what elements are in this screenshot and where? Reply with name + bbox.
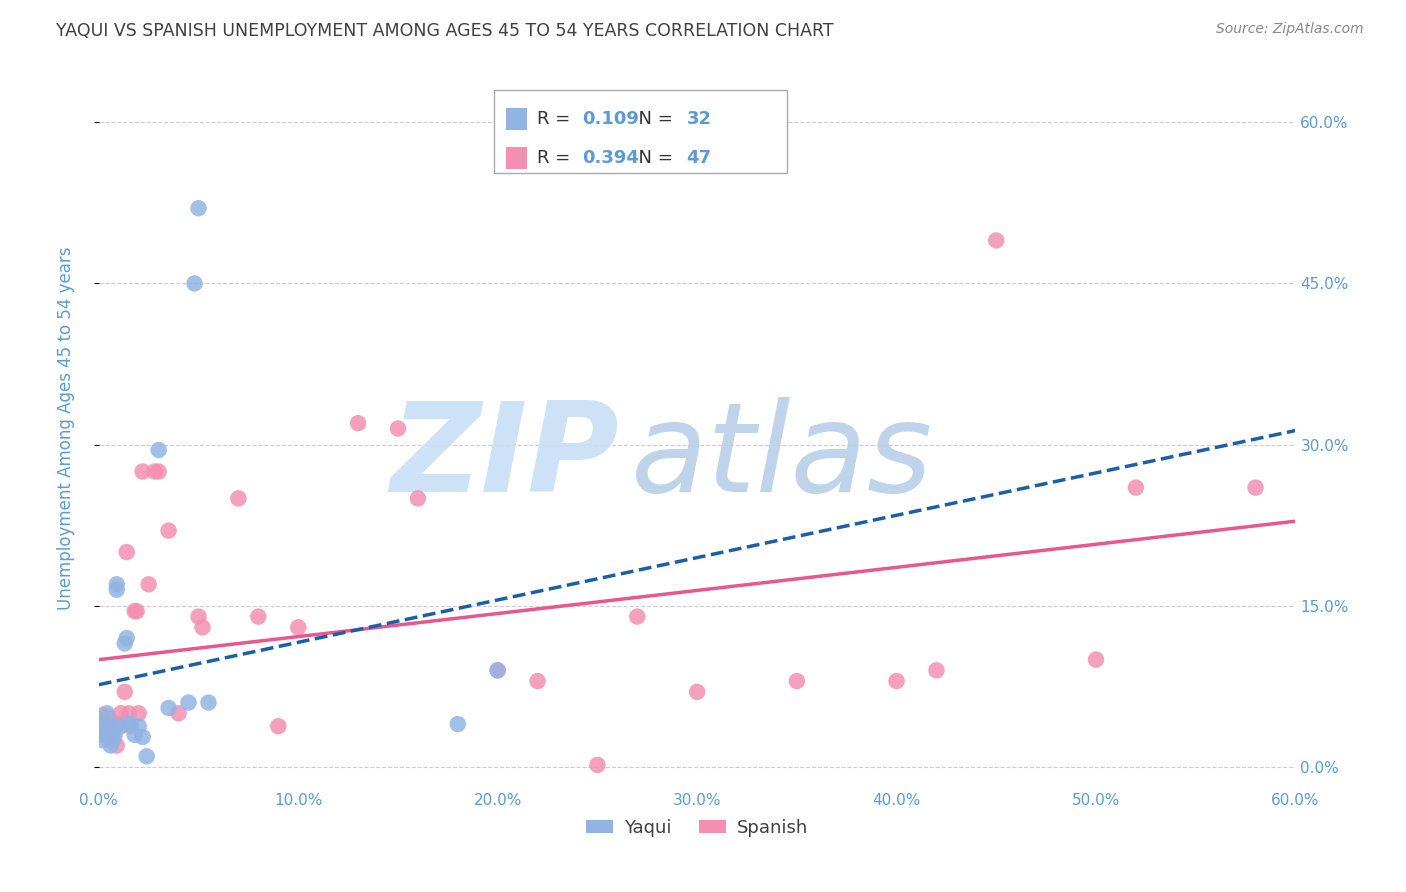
Text: 32: 32 (686, 110, 711, 128)
Text: N =: N = (627, 149, 678, 167)
Point (96, 717, 118, 731)
Text: R =: R = (537, 149, 576, 167)
Point (183, 277, 205, 291)
Point (125, 604, 148, 618)
Text: atlas: atlas (631, 397, 934, 518)
Point (986, 234, 1008, 248)
Point (1125, 481, 1147, 495)
Point (128, 719, 150, 733)
Point (107, 717, 129, 731)
Point (526, 674, 548, 689)
Point (486, 663, 509, 677)
Point (187, 609, 209, 624)
Point (100, 719, 122, 733)
Point (157, 701, 180, 715)
Point (131, 730, 153, 744)
Point (120, 717, 142, 731)
Point (91, 708, 114, 723)
Legend: Yaqui, Spanish: Yaqui, Spanish (579, 812, 815, 845)
Text: 0.394: 0.394 (582, 149, 640, 167)
Point (586, 757, 609, 772)
Point (90, 728, 112, 742)
Point (97, 710, 120, 724)
Y-axis label: Unemployment Among Ages 45 to 54 years: Unemployment Among Ages 45 to 54 years (58, 247, 75, 610)
Point (135, 749, 157, 764)
Point (148, 443, 170, 458)
FancyBboxPatch shape (506, 108, 527, 130)
Point (114, 636, 136, 650)
Point (100, 733, 122, 747)
Point (347, 416, 370, 430)
Point (115, 545, 138, 559)
Text: YAQUI VS SPANISH UNEMPLOYMENT AMONG AGES 45 TO 54 YEARS CORRELATION CHART: YAQUI VS SPANISH UNEMPLOYMENT AMONG AGES… (56, 22, 834, 40)
Text: 47: 47 (686, 149, 711, 167)
Point (91, 719, 114, 733)
FancyBboxPatch shape (494, 90, 787, 173)
Point (96, 706, 118, 721)
Point (157, 524, 180, 538)
Point (94, 717, 117, 731)
Point (447, 717, 470, 731)
Point (90, 717, 112, 731)
Point (105, 577, 128, 591)
Point (91, 733, 114, 747)
Point (105, 582, 128, 597)
Point (1244, 481, 1267, 495)
Text: N =: N = (627, 110, 678, 128)
Point (247, 609, 270, 624)
Point (110, 706, 132, 721)
Point (94, 717, 117, 731)
Point (626, 609, 648, 624)
Point (287, 620, 309, 634)
Text: 0.109: 0.109 (582, 110, 640, 128)
Text: R =: R = (537, 110, 576, 128)
Point (387, 421, 409, 435)
Point (104, 719, 127, 733)
Point (107, 719, 129, 733)
FancyBboxPatch shape (506, 147, 527, 169)
Point (131, 465, 153, 479)
Point (118, 706, 141, 721)
Point (110, 719, 132, 733)
Point (267, 719, 290, 733)
Point (925, 663, 948, 677)
Point (148, 465, 170, 479)
Point (886, 674, 908, 689)
Point (115, 631, 138, 645)
Point (143, 465, 166, 479)
Point (97, 717, 120, 731)
Point (114, 685, 136, 699)
Point (686, 685, 709, 699)
Point (120, 719, 142, 733)
Point (1085, 652, 1108, 666)
Point (94, 728, 117, 742)
Text: ZIP: ZIP (391, 397, 619, 518)
Point (486, 663, 509, 677)
Point (197, 696, 219, 710)
Point (191, 620, 214, 634)
Point (177, 696, 200, 710)
Text: Source: ZipAtlas.com: Source: ZipAtlas.com (1216, 22, 1364, 37)
Point (105, 739, 128, 753)
Point (406, 491, 429, 506)
Point (124, 728, 146, 742)
Point (138, 577, 160, 591)
Point (101, 733, 124, 747)
Point (228, 491, 250, 506)
Point (128, 706, 150, 721)
Point (187, 201, 209, 215)
Point (90, 717, 112, 731)
Point (786, 674, 808, 689)
Point (101, 728, 124, 742)
Point (118, 717, 141, 731)
Point (100, 739, 122, 753)
Point (96, 719, 118, 733)
Point (104, 728, 127, 742)
Point (167, 706, 190, 721)
Point (97, 719, 120, 733)
Point (124, 604, 146, 618)
